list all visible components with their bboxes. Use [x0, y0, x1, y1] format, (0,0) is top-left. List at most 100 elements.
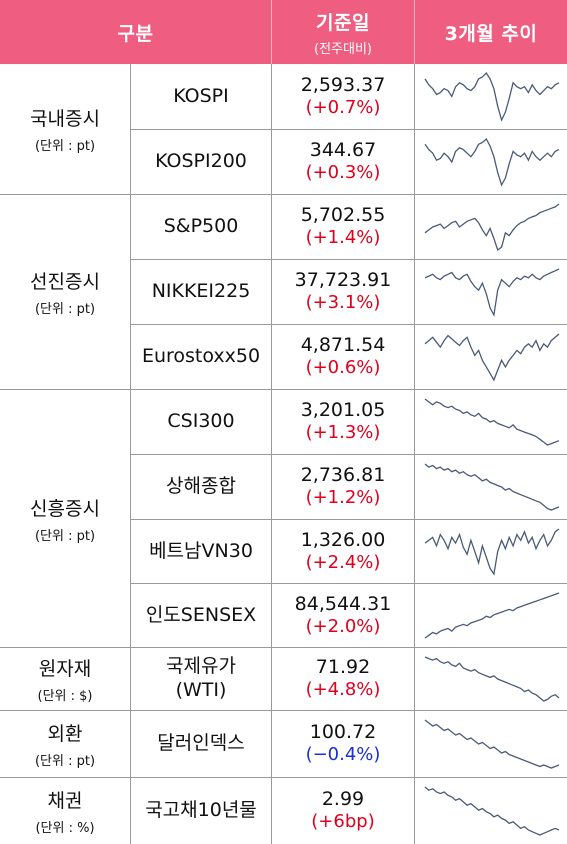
item-name: Eurostoxx50 [141, 345, 261, 368]
category-unit: (단위 : pt) [34, 302, 96, 317]
item-value-cell: 2.99 (+6bp) [272, 778, 414, 844]
category-label: 채권 [47, 790, 83, 812]
table-row: 상해종합 2,736.81 (+1.2%) [0, 455, 567, 519]
item-name-cell: S&P500 [131, 195, 271, 259]
trend-sparkline [424, 463, 560, 511]
category-label: 선진증시 [30, 271, 100, 293]
sparkline-path [424, 719, 560, 769]
header-category: 구분 [0, 0, 272, 64]
item-name-cell: 인도SENSEX [131, 584, 271, 647]
item-name: CSI300 [167, 410, 235, 433]
item-value-cell: 71.92 (+4.8%) [272, 648, 414, 710]
sparkline-path [424, 268, 560, 317]
item-name-cell: Eurostoxx50 [131, 325, 271, 389]
item-name-cell: CSI300 [131, 390, 271, 454]
trend-sparkline [424, 528, 560, 576]
trend-sparkline [424, 71, 560, 122]
item-name: S&P500 [163, 215, 239, 238]
category-developed: 선진증시 (단위 : pt) [0, 195, 130, 389]
row-divider [0, 777, 567, 778]
sparkline-path [424, 656, 560, 702]
item-name: 상해종합 [166, 475, 236, 498]
category-unit: (단위 : pt) [34, 754, 96, 769]
item-name: KOSPI [173, 84, 229, 107]
item-value-cell: 3,201.05 (+1.3%) [272, 390, 414, 454]
table-row: KOSPI200 344.67 (+0.3%) [0, 130, 567, 194]
item-change: (+1.3%) [305, 422, 381, 444]
row-divider [131, 519, 567, 520]
category-unit: (단위 : %) [35, 821, 95, 836]
item-change: (+4.8%) [305, 679, 381, 701]
item-value-cell: 5,702.55 (+1.4%) [272, 195, 414, 259]
trend-sparkline [424, 592, 560, 639]
sparkline-path [424, 786, 560, 836]
table-row: KOSPI 2,593.37 (+0.7%) [0, 64, 567, 129]
trend-sparkline [424, 137, 560, 187]
category-unit: (단위 : pt) [34, 139, 96, 154]
table-row: NIKKEI225 37,723.91 (+3.1%) [0, 260, 567, 324]
item-change: (+3.1%) [305, 292, 381, 314]
item-name-cell: KOSPI [131, 64, 271, 129]
category-fx: 외환 (단위 : pt) [0, 711, 130, 777]
item-value: 2,736.81 [300, 464, 386, 487]
category-emerging: 신흥증시 (단위 : pt) [0, 390, 130, 647]
item-name: 국고채10년물 [145, 799, 257, 822]
item-value: 100.72 [309, 721, 377, 744]
item-value-cell: 100.72 (−0.4%) [272, 711, 414, 777]
header-base-date: 기준일 (전주대비) [272, 0, 415, 64]
item-name: 인도SENSEX [145, 603, 257, 626]
item-value-cell: 84,544.31 (+2.0%) [272, 584, 414, 647]
header-trend-label: 3개월 추이 [444, 22, 538, 45]
trend-sparkline [424, 786, 560, 836]
item-value: 344.67 [309, 139, 377, 162]
item-name-cell: 국제유가 (WTI) [131, 648, 271, 710]
item-change: (+1.4%) [305, 227, 381, 249]
item-value-cell: 4,871.54 (+0.6%) [272, 325, 414, 389]
sparkline-path [424, 592, 560, 639]
table-row: 국고채10년물 2.99 (+6bp) [0, 778, 567, 844]
table-row: S&P500 5,702.55 (+1.4%) [0, 195, 567, 259]
item-name: 베트남VN30 [149, 539, 253, 562]
item-change: (+2.4%) [305, 551, 381, 573]
table-row: 국제유가 (WTI) 71.92 (+4.8%) [0, 648, 567, 710]
item-change: (+1.2%) [305, 487, 381, 509]
item-value: 37,723.91 [294, 269, 392, 292]
item-name: 국제유가 [166, 655, 236, 678]
column-divider [130, 64, 131, 844]
item-name: (WTI) [175, 679, 227, 701]
row-divider [0, 194, 567, 195]
item-change: (+2.0%) [305, 615, 381, 637]
category-unit: (단위 : pt) [34, 528, 96, 544]
trend-sparkline [424, 333, 560, 382]
item-value-cell: 37,723.91 (+3.1%) [272, 260, 414, 324]
item-name-cell: 달러인덱스 [131, 711, 271, 777]
trend-sparkline [424, 656, 560, 702]
item-name: NIKKEI225 [151, 280, 251, 303]
row-divider [0, 647, 567, 648]
table-row: Eurostoxx50 4,871.54 (+0.6%) [0, 325, 567, 389]
item-value-cell: 2,736.81 (+1.2%) [272, 455, 414, 519]
item-value: 2,593.37 [300, 73, 386, 96]
sparkline-path [424, 71, 560, 122]
trend-sparkline [424, 398, 560, 446]
header-trend: 3개월 추이 [415, 0, 567, 64]
row-divider [131, 259, 567, 260]
item-value: 4,871.54 [300, 334, 386, 357]
header-base-date-label: 기준일 [316, 11, 370, 34]
item-value: 2.99 [321, 788, 365, 811]
row-divider [0, 710, 567, 711]
item-name-cell: 국고채10년물 [131, 778, 271, 844]
table-row: 달러인덱스 100.72 (−0.4%) [0, 711, 567, 777]
category-domestic: 국내증시 (단위 : pt) [0, 64, 130, 194]
table-row: 베트남VN30 1,326.00 (+2.4%) [0, 520, 567, 583]
item-value-cell: 2,593.37 (+0.7%) [272, 64, 414, 129]
table-row: 인도SENSEX 84,544.31 (+2.0%) [0, 584, 567, 647]
item-name-cell: NIKKEI225 [131, 260, 271, 324]
item-name-cell: 베트남VN30 [131, 520, 271, 583]
item-value-cell: 1,326.00 (+2.4%) [272, 520, 414, 583]
column-divider [414, 64, 415, 844]
row-divider [0, 389, 567, 390]
trend-sparkline [424, 203, 560, 252]
header-category-label: 구분 [117, 22, 154, 45]
